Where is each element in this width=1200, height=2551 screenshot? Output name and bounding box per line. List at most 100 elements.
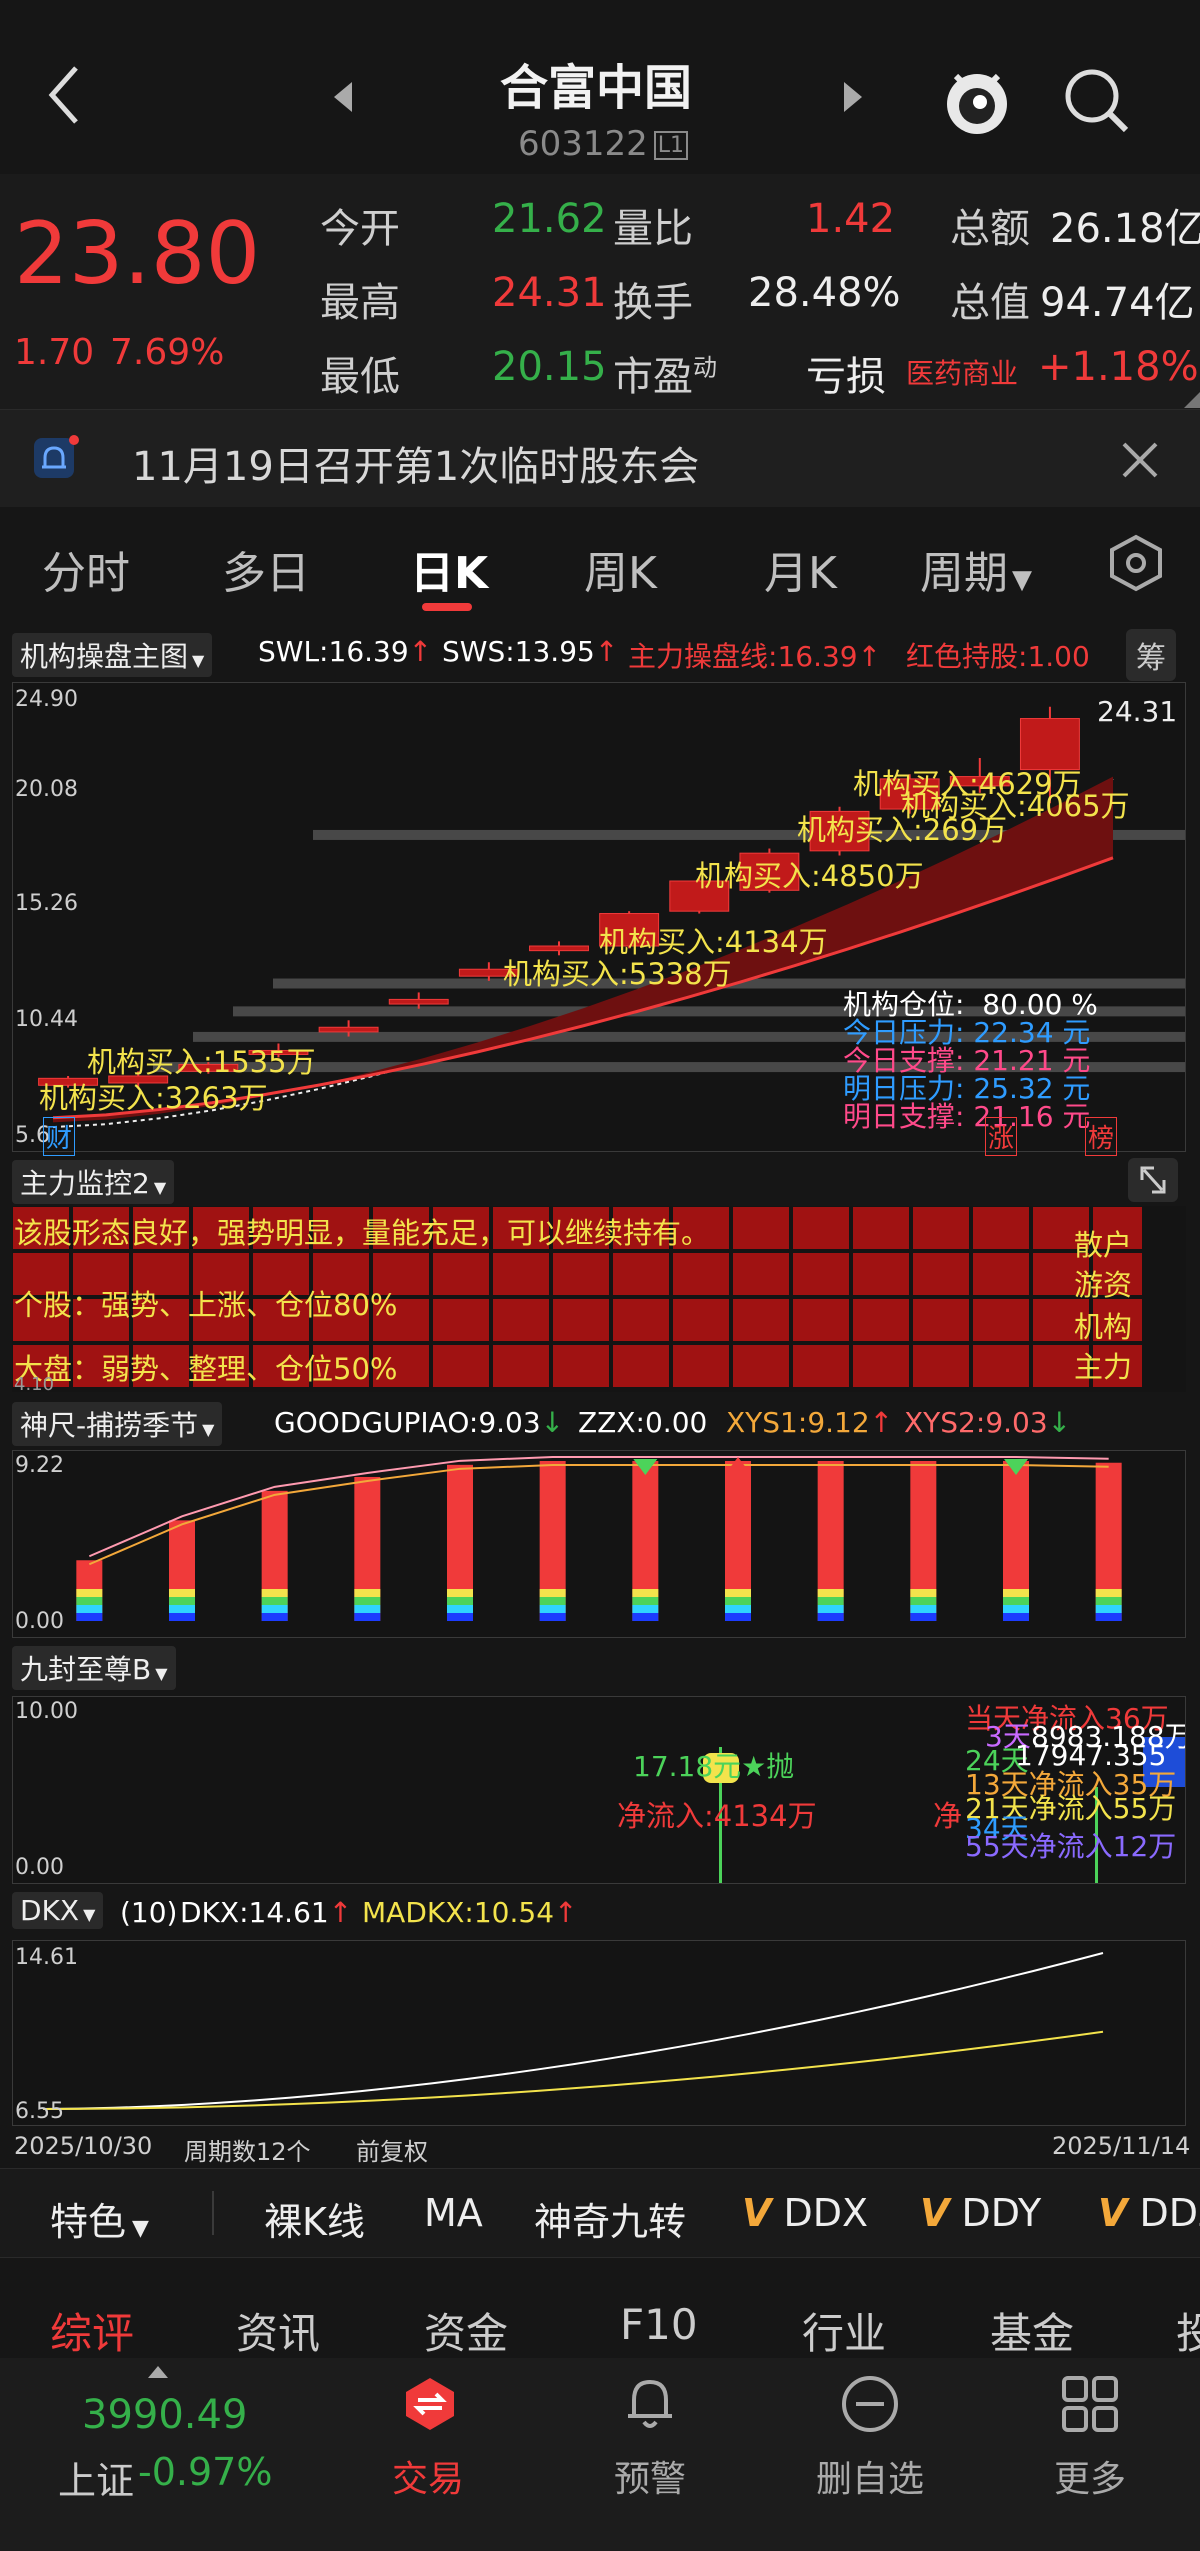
- vip-icon: V: [1098, 2191, 1128, 2235]
- tab-monthly-k[interactable]: 月K: [764, 548, 837, 599]
- swl-line: [52, 856, 1114, 1120]
- tab-weekly-k[interactable]: 周K: [584, 548, 657, 599]
- monitor-cell: [673, 1345, 729, 1387]
- chip-distribution-button[interactable]: 筹: [1126, 629, 1176, 681]
- monitor-cell: [913, 1299, 969, 1341]
- monitor-comment: 该股形态良好，强势明显，量能充足，可以继续持有。: [14, 1216, 711, 1250]
- monitor-cell: [1033, 1345, 1089, 1387]
- prev-stock-icon[interactable]: [330, 80, 356, 118]
- indicator-ma[interactable]: MA: [424, 2191, 483, 2235]
- amount-value: 26.18亿: [1050, 206, 1200, 252]
- monitor-cell: [13, 1253, 69, 1295]
- buy-annotation: 机构买入:5338万: [503, 957, 732, 991]
- indicator-magic-nine[interactable]: 神奇九转: [534, 2200, 687, 2244]
- adjust-mode[interactable]: 前复权: [356, 2138, 428, 2166]
- candle-body: [318, 1026, 379, 1033]
- date-end: 2025/11/14: [1052, 2132, 1191, 2160]
- monitor-cell: [433, 1345, 489, 1387]
- shenchi-chart[interactable]: 9.22 0.00: [12, 1450, 1186, 1638]
- up-arrow-marker: [726, 1457, 750, 1473]
- indicator-ddx[interactable]: V DDX: [742, 2191, 869, 2235]
- ranking-tag[interactable]: 榜: [1085, 1117, 1118, 1156]
- buy-annotation: 机构买入:4629万: [853, 767, 1082, 801]
- indicator-ddz[interactable]: V DDZ: [1098, 2191, 1200, 2235]
- jiufeng-indicator-selector[interactable]: 九封至尊B ▼: [12, 1646, 176, 1690]
- y-axis-label: 14.61: [15, 1945, 78, 1970]
- monitor-cell: [973, 1253, 1029, 1295]
- monitor-cell: [1093, 1207, 1149, 1249]
- shenchi-bar-segment: [1095, 1589, 1122, 1597]
- finance-tag[interactable]: 财: [43, 1117, 76, 1156]
- limit-up-tag[interactable]: 涨: [985, 1117, 1018, 1156]
- sector-label[interactable]: 医药商业: [906, 357, 1019, 390]
- tab-invest[interactable]: 投: [1176, 2309, 1200, 2358]
- nav-trade[interactable]: 交易: [392, 2459, 465, 2500]
- mascot-icon[interactable]: [942, 62, 1012, 146]
- search-icon[interactable]: [1062, 66, 1132, 140]
- jiufeng-chart[interactable]: 10.00 0.00 17.18元★抛 净流入:4134万 净 当天净流入36万…: [12, 1696, 1186, 1884]
- down-arrow-marker: [633, 1459, 658, 1475]
- nav-alert[interactable]: 预警: [614, 2459, 687, 2500]
- monitor-cell: [973, 1207, 1029, 1249]
- dkx-indicator-selector[interactable]: DKX ▼: [12, 1892, 104, 1929]
- back-icon[interactable]: [40, 60, 90, 130]
- nav-remove-watchlist[interactable]: 删自选: [816, 2459, 925, 2500]
- tab-funds[interactable]: 基金: [990, 2309, 1075, 2358]
- shenchi-bar-segment: [1095, 1605, 1122, 1613]
- candle-body: [178, 1063, 239, 1072]
- tab-fund-flow[interactable]: 资金: [424, 2309, 509, 2358]
- settings-hexagon-icon[interactable]: [1108, 533, 1164, 597]
- monitor-cell: [673, 1207, 729, 1249]
- info-tabs: 综评 资讯 资金 F10 行业 基金 投: [0, 2258, 1200, 2358]
- tab-overview[interactable]: 综评: [50, 2309, 135, 2358]
- monitor-cell: [613, 1207, 669, 1249]
- monitor-cell: [253, 1345, 309, 1387]
- monitor-cell: [613, 1345, 669, 1387]
- tab-daily-k[interactable]: 日K: [410, 548, 489, 599]
- y-axis-label: 9.22: [15, 1453, 64, 1478]
- low-label: 最低: [320, 354, 400, 400]
- monitor-cell: [733, 1299, 789, 1341]
- monitor-cell: [613, 1253, 669, 1295]
- monitor-cell: [193, 1207, 249, 1249]
- monitor-cell: [853, 1299, 909, 1341]
- monitor-cell: [853, 1207, 909, 1249]
- pe-value: 亏损: [806, 354, 886, 400]
- shenchi-bar-segment: [910, 1605, 937, 1613]
- tab-f10[interactable]: F10: [620, 2300, 698, 2349]
- high-price-label: 24.31: [1097, 695, 1178, 728]
- tab-period[interactable]: 周期 ▼: [920, 548, 1032, 599]
- monitor-indicator-selector[interactable]: 主力监控2 ▼: [12, 1160, 175, 1204]
- monitor-cell: [553, 1253, 609, 1295]
- y-axis-label: 24.90: [15, 687, 78, 712]
- index-value[interactable]: 3990.49: [82, 2392, 248, 2438]
- close-icon[interactable]: [1120, 440, 1160, 484]
- chevron-down-icon: ▼: [153, 1178, 167, 1197]
- monitor-cell: [733, 1253, 789, 1295]
- expand-corner-icon[interactable]: [1184, 392, 1200, 408]
- shenchi-indicator-selector[interactable]: 神尺-捕捞季节 ▼: [12, 1402, 223, 1446]
- monitor-cell: [1033, 1253, 1089, 1295]
- money-bag-icon: [703, 1753, 739, 1783]
- notice-bar[interactable]: 11月19日召开第1次临时股东会: [0, 409, 1200, 507]
- date-start: 2025/10/30: [14, 2132, 153, 2160]
- flow-stat: 24天: [965, 1744, 1029, 1777]
- collapse-arrow-icon[interactable]: [148, 2366, 168, 2378]
- expand-icon[interactable]: [1128, 1158, 1178, 1202]
- main-kline-chart[interactable]: 24.90 20.08 15.26 10.44 5.6 24.31 机构买入:4…: [12, 682, 1186, 1156]
- tab-intraday[interactable]: 分时: [42, 548, 130, 599]
- dkx-chart[interactable]: 14.61 6.55: [12, 1940, 1186, 2126]
- nav-more[interactable]: 更多: [1054, 2459, 1127, 2500]
- indicator-naked-k[interactable]: 裸K线: [264, 2200, 365, 2244]
- next-stock-icon[interactable]: [840, 80, 866, 118]
- shenchi-bar-segment: [632, 1613, 659, 1621]
- tab-industry[interactable]: 行业: [802, 2309, 887, 2358]
- tab-multiday[interactable]: 多日: [222, 548, 310, 599]
- indicator-ddy[interactable]: V DDY: [920, 2191, 1042, 2235]
- shenchi-bar-segment: [1095, 1597, 1122, 1605]
- shenchi-bar-segment: [261, 1613, 288, 1621]
- feature-dropdown[interactable]: 特色 ▼: [50, 2200, 149, 2244]
- monitor-cell: [433, 1207, 489, 1249]
- main-indicator-selector[interactable]: 机构操盘主图 ▼: [12, 633, 213, 677]
- tab-news[interactable]: 资讯: [236, 2309, 321, 2358]
